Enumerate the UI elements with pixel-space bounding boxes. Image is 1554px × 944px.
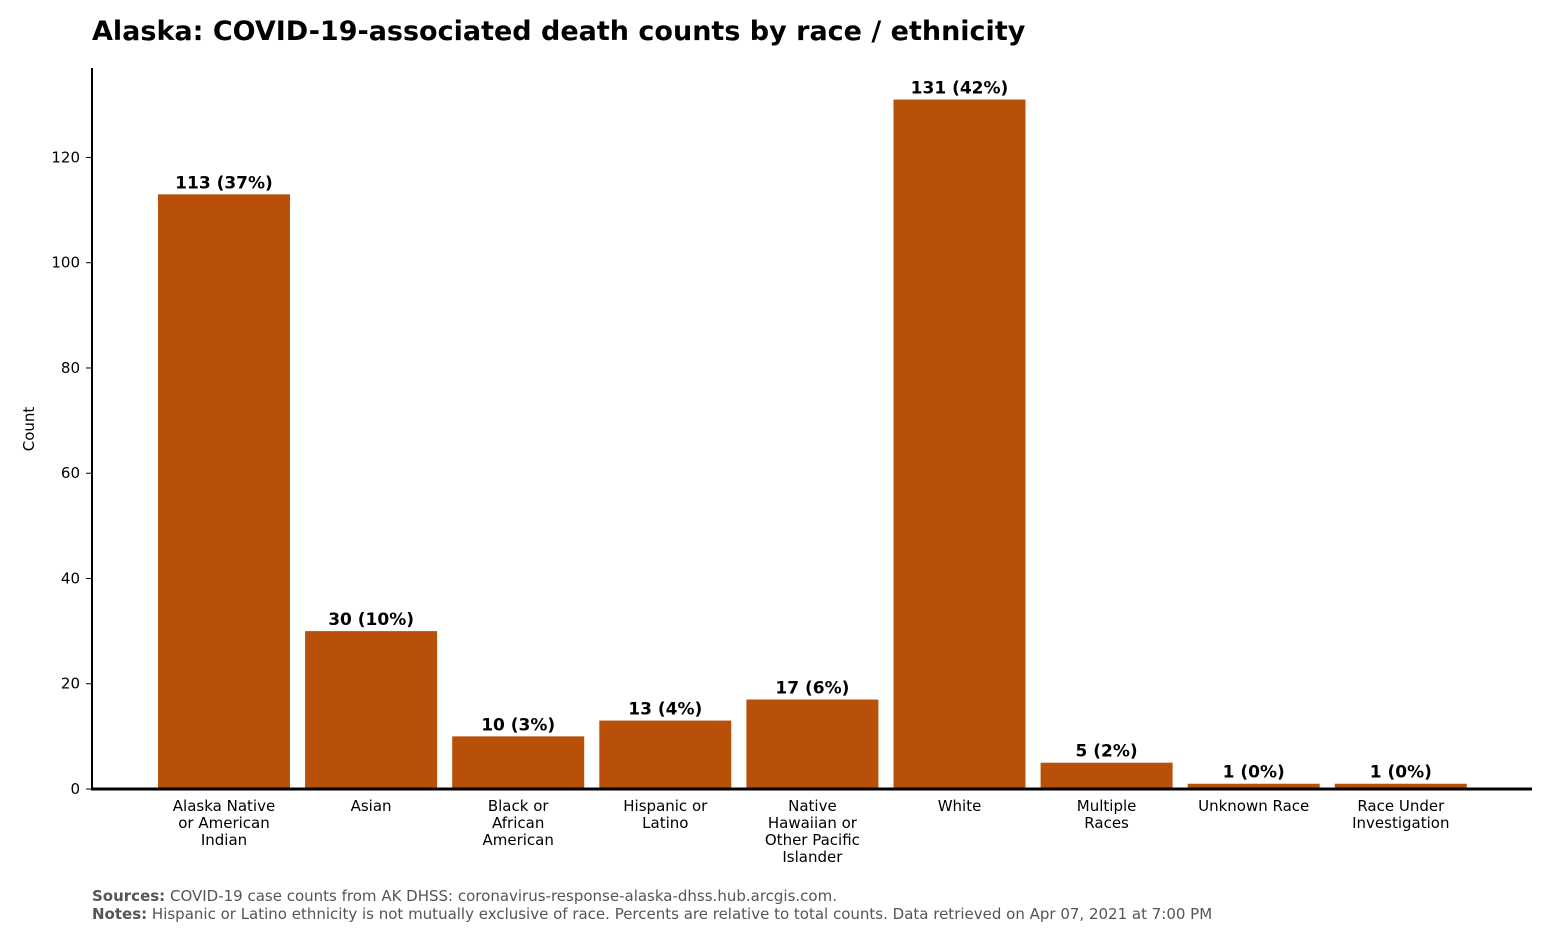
y-tick-label: 80 xyxy=(61,359,80,377)
bar-value-label: 17 (6%) xyxy=(775,679,849,699)
notes-label: Notes: xyxy=(92,905,148,923)
bar-value-label: 113 (37%) xyxy=(175,173,273,193)
notes-text: Hispanic or Latino ethnicity is not mutu… xyxy=(151,905,1213,923)
bar xyxy=(158,194,290,789)
bar-value-label: 13 (4%) xyxy=(628,700,702,720)
y-tick-label: 60 xyxy=(61,464,80,482)
bar xyxy=(1187,783,1320,789)
bar-value-labels: 113 (37%) 30 (10%) 10 (3%) 13 (4%) 17 (6%) 13… xyxy=(175,79,1432,783)
bar xyxy=(1040,762,1173,789)
y-tick-label: 20 xyxy=(61,675,80,693)
bar-value-label: 5 (2%) xyxy=(1076,742,1138,762)
y-tick-label: 100 xyxy=(51,254,80,272)
y-axis-label: Count xyxy=(20,407,38,452)
x-tick-label: Black or African American xyxy=(483,797,554,849)
bar-value-label: 10 (3%) xyxy=(481,715,555,735)
bar-value-label: 30 (10%) xyxy=(328,610,414,630)
x-tick-label: Native Hawaiian or Other Pacific Islander xyxy=(765,797,860,866)
x-tick-label: White xyxy=(938,797,982,815)
bar xyxy=(893,99,1026,789)
y-tick-label: 40 xyxy=(61,569,80,587)
bar xyxy=(599,720,732,789)
y-axis: 0 20 40 60 80 100 120 xyxy=(51,68,93,798)
bar xyxy=(746,699,879,789)
x-tick-label: Hispanic or Latino xyxy=(623,797,708,832)
x-tick-label: Asian xyxy=(351,797,392,815)
x-tick-label: Unknown Race xyxy=(1198,797,1309,815)
x-axis: Alaska Native or American Indian Asian Black… xyxy=(91,787,1532,866)
bar-value-label: 131 (42%) xyxy=(911,79,1009,99)
bar xyxy=(1334,783,1467,789)
bar xyxy=(452,736,585,789)
footer-notes: Notes: Hispanic or Latino ethnicity is n… xyxy=(92,905,1212,923)
bar-value-label: 1 (0%) xyxy=(1370,763,1432,783)
bars-group xyxy=(158,99,1467,789)
y-tick-label: 120 xyxy=(51,148,80,166)
y-tick-label: 0 xyxy=(70,780,80,798)
sources-label: Sources: xyxy=(92,887,166,905)
chart-title: Alaska: COVID-19-associated death counts… xyxy=(92,16,1026,47)
x-tick-label: Alaska Native or American Indian xyxy=(173,797,275,849)
x-tick-label: Multiple Races xyxy=(1077,797,1137,832)
x-tick-label: Race Under Investigation xyxy=(1352,797,1449,832)
sources-text: COVID-19 case counts from AK DHSS: coron… xyxy=(169,887,837,905)
footer-sources: Sources: COVID-19 case counts from AK DH… xyxy=(92,887,837,905)
bar-value-label: 1 (0%) xyxy=(1223,763,1285,783)
bar xyxy=(305,631,438,789)
